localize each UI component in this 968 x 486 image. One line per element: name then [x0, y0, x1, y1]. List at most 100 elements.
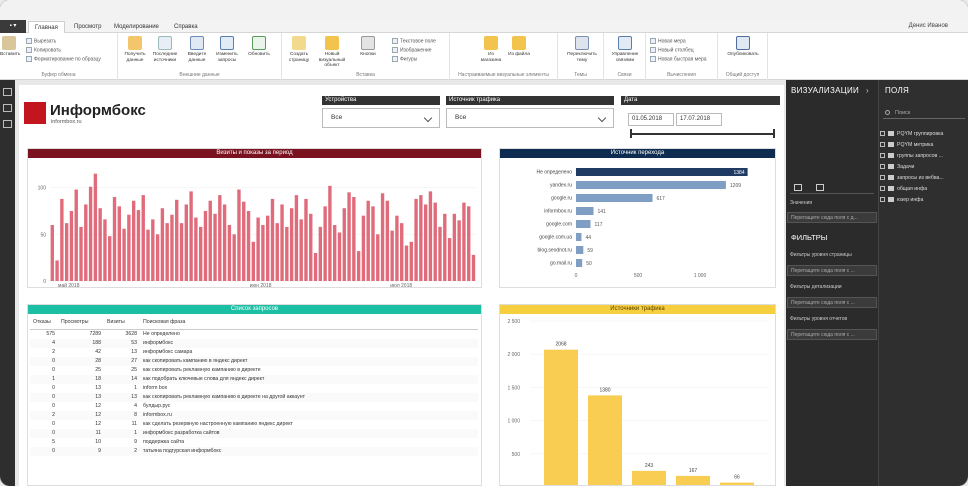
table-row[interactable]: 5 10 9 поддержка сайта — [30, 438, 478, 447]
visits-bar[interactable] — [98, 208, 102, 281]
field-table-item[interactable]: запросы из вебва... — [880, 175, 944, 181]
visits-bar[interactable] — [438, 226, 442, 281]
visits-bar[interactable] — [433, 202, 437, 281]
table-row[interactable]: 0 28 27 как скопировать кампанию в яндекс д… — [30, 356, 478, 366]
visits-bar[interactable] — [452, 213, 457, 281]
visits-bar[interactable] — [175, 199, 179, 281]
drill-filters-drop-zone[interactable]: Перетащите сюда поля с ... — [787, 297, 877, 308]
table-row[interactable]: 575 7289 3628 Не определено — [30, 329, 478, 339]
visits-bar[interactable] — [141, 195, 145, 281]
expand-icon[interactable] — [880, 153, 885, 159]
visits-bar[interactable] — [467, 206, 471, 281]
manage-relationships-button[interactable]: Управление связями — [608, 36, 642, 63]
format-painter-button[interactable]: Форматирование по образцу — [26, 56, 101, 62]
visits-bar[interactable] — [313, 253, 318, 281]
visits-bar[interactable] — [60, 198, 64, 281]
table-row[interactable]: 0 12 4 булдыр.рус — [30, 402, 478, 411]
visits-bar[interactable] — [414, 198, 418, 281]
visits-bar[interactable] — [103, 219, 107, 281]
visits-bar[interactable] — [232, 234, 236, 281]
field-table-item[interactable]: юзер инфа — [880, 197, 923, 203]
visits-bar[interactable] — [112, 197, 117, 281]
visits-bar[interactable] — [84, 204, 88, 281]
visits-bar[interactable] — [428, 191, 433, 281]
shapes-button[interactable]: Фигуры — [392, 56, 417, 62]
model-view-icon[interactable] — [3, 120, 12, 128]
date-from-input[interactable]: 01.05.2018 — [628, 113, 674, 126]
fields-well-icon[interactable] — [794, 184, 802, 191]
text-box-button[interactable]: Текстовое поле — [392, 38, 436, 44]
table-row[interactable]: 4 188 53 информбокс — [30, 338, 478, 348]
visits-bar[interactable] — [122, 228, 126, 281]
new-quick-measure-button[interactable]: Новая быстрая мера — [650, 56, 707, 62]
visits-bar[interactable] — [285, 226, 289, 281]
range-end-handle[interactable] — [773, 129, 775, 138]
file-menu-button[interactable]: ▪ ▾ — [0, 20, 26, 33]
visits-bar[interactable] — [108, 236, 112, 281]
field-table-item[interactable]: группы запросов ... — [880, 153, 943, 159]
visits-bar[interactable] — [64, 223, 69, 281]
date-to-input[interactable]: 17.07.2018 — [676, 113, 722, 126]
visits-bar[interactable] — [328, 185, 332, 281]
visits-bar[interactable] — [299, 219, 303, 281]
visits-bar[interactable] — [131, 200, 136, 281]
field-table-item[interactable]: РQYM группировка — [880, 131, 943, 137]
visits-bar[interactable] — [146, 229, 150, 281]
new-measure-button[interactable]: Новая мера — [650, 38, 686, 44]
table-row[interactable]: 0 13 13 как скопировать рекламную кампанию … — [30, 392, 478, 402]
expand-icon[interactable] — [880, 186, 885, 192]
column-header[interactable]: Отказы — [30, 317, 58, 330]
buttons-button[interactable]: Кнопки — [356, 36, 380, 58]
visits-bar[interactable] — [400, 223, 404, 281]
referrer-bar[interactable] — [576, 207, 594, 215]
field-table-item[interactable]: РQYM метрика — [880, 142, 933, 148]
from-file-button[interactable]: Из файла — [506, 36, 532, 58]
get-data-button[interactable]: Получить данные — [122, 36, 148, 63]
visits-bar[interactable] — [227, 225, 232, 281]
field-table-item[interactable]: общая инфа — [880, 186, 927, 192]
new-visual-button[interactable]: Новый визуальный объект — [314, 36, 350, 69]
traffic-bar[interactable] — [632, 470, 666, 486]
tab-home[interactable]: Главная — [28, 21, 65, 33]
visits-bar[interactable] — [280, 204, 284, 281]
visits-bar[interactable] — [246, 211, 251, 281]
visits-bar[interactable] — [213, 213, 217, 281]
report-filters-drop-zone[interactable]: Перетащите сюда поля с ... — [787, 329, 877, 340]
visits-bar[interactable] — [256, 217, 260, 281]
fields-search-input[interactable]: Поиск — [883, 108, 965, 119]
visits-bar[interactable] — [189, 191, 193, 281]
chevron-right-icon[interactable]: › — [866, 86, 869, 95]
visits-bar[interactable] — [443, 213, 447, 281]
column-header[interactable]: Визиты — [104, 317, 140, 330]
visits-bar[interactable] — [251, 241, 256, 281]
traffic-bar[interactable] — [544, 349, 578, 486]
visits-bar[interactable] — [333, 225, 337, 281]
visits-bar[interactable] — [222, 204, 227, 281]
visits-bar[interactable] — [395, 215, 399, 281]
visits-bar[interactable] — [55, 260, 59, 281]
visits-bar[interactable] — [198, 226, 203, 281]
referrer-bar[interactable] — [576, 246, 584, 254]
visits-bar[interactable] — [194, 217, 198, 281]
visits-bar[interactable] — [179, 223, 184, 281]
table-row[interactable]: 0 11 1 информбокс разработка сайтов — [30, 428, 478, 438]
field-table-item[interactable]: Задачи — [880, 164, 914, 170]
visits-bar[interactable] — [237, 189, 241, 281]
traffic-bar[interactable] — [676, 475, 710, 486]
visits-bar[interactable] — [462, 202, 466, 281]
format-brush-icon[interactable] — [816, 184, 824, 191]
range-start-handle[interactable] — [630, 129, 632, 138]
visits-bar[interactable] — [127, 214, 131, 281]
visits-bar[interactable] — [304, 198, 308, 281]
table-row[interactable]: 1 18 14 как подобрать ключевые слова для ян… — [30, 374, 478, 384]
visits-bar[interactable] — [457, 220, 461, 281]
visits-bar[interactable] — [471, 254, 476, 281]
visits-bar[interactable] — [170, 214, 174, 281]
new-page-button[interactable]: Создать страницу — [284, 36, 314, 63]
report-view-icon[interactable] — [3, 88, 12, 96]
visits-bar[interactable] — [265, 215, 270, 281]
tab-view[interactable]: Просмотр — [74, 24, 102, 30]
visits-bar[interactable] — [208, 200, 212, 281]
visits-bar[interactable] — [318, 226, 323, 281]
referrer-bar[interactable] — [576, 233, 582, 241]
